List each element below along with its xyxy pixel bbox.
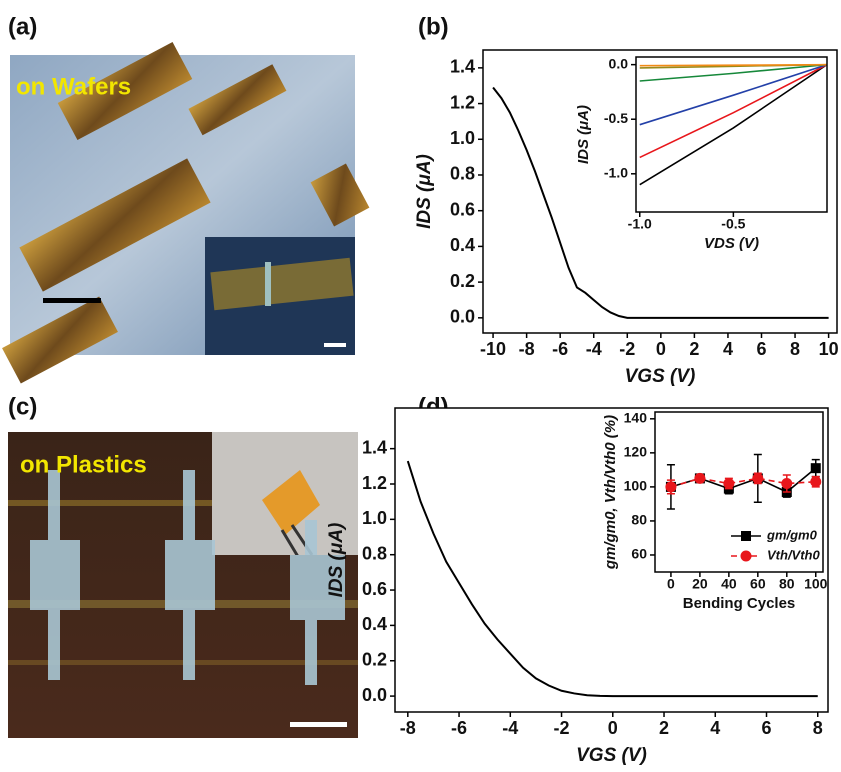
x-tick-label: 100 xyxy=(804,576,828,592)
photo-caption: on Wafers xyxy=(16,73,131,100)
y-tick-label: 0.6 xyxy=(450,199,475,219)
x-tick-label: 0 xyxy=(667,576,675,592)
x-axis-label: VGS (V) xyxy=(625,366,696,387)
y-tick-label: -0.5 xyxy=(604,110,628,126)
legend-label: Vth/Vth0 xyxy=(767,547,820,562)
y-tick-label: 120 xyxy=(624,444,648,460)
x-tick-label: -8 xyxy=(400,718,416,738)
panel-label: (a) xyxy=(8,13,37,40)
x-tick-label: 80 xyxy=(779,576,795,592)
x-tick-label: -10 xyxy=(480,339,506,359)
y-tick-label: 0.8 xyxy=(450,164,475,184)
x-tick-label: 4 xyxy=(710,718,720,738)
y-tick-label: 1.2 xyxy=(362,473,387,493)
x-tick-label: 0 xyxy=(608,718,618,738)
legend-label: gm/gm0 xyxy=(766,527,818,542)
x-tick-label: -0.5 xyxy=(721,216,745,232)
marker xyxy=(694,473,705,484)
y-tick-label: 1.0 xyxy=(450,128,475,148)
x-tick-label: 8 xyxy=(813,718,823,738)
y-tick-label: 0.0 xyxy=(609,55,629,71)
panel-label: (c) xyxy=(8,393,37,420)
x-tick-label: 40 xyxy=(721,576,737,592)
x-tick-label: 10 xyxy=(819,339,839,359)
marker xyxy=(665,481,676,492)
x-axis-label: VDS (V) xyxy=(704,235,759,252)
x-tick-label: -1.0 xyxy=(628,216,652,232)
x-tick-label: 2 xyxy=(689,339,699,359)
y-tick-label: 0.0 xyxy=(362,685,387,705)
x-tick-label: -8 xyxy=(519,339,535,359)
x-tick-label: -6 xyxy=(552,339,568,359)
x-tick-label: 8 xyxy=(790,339,800,359)
legend-marker xyxy=(741,531,751,541)
x-tick-label: 20 xyxy=(692,576,708,592)
plot-area xyxy=(636,57,827,212)
y-tick-label: 0.2 xyxy=(362,649,387,669)
figure: on Wafers on Plastics (a) (b) (c) (d) -1… xyxy=(0,0,841,772)
x-tick-label: 0 xyxy=(656,339,666,359)
y-tick-label: -1.0 xyxy=(604,164,628,180)
y-tick-label: 0.4 xyxy=(362,614,387,634)
marker xyxy=(781,478,792,489)
x-tick-label: 6 xyxy=(756,339,766,359)
y-tick-label: 1.4 xyxy=(450,57,475,77)
x-tick-label: 2 xyxy=(659,718,669,738)
x-tick-label: -4 xyxy=(586,339,602,359)
y-tick-label: 1.0 xyxy=(362,508,387,528)
x-axis-label: VGS (V) xyxy=(576,745,647,766)
x-tick-label: -6 xyxy=(451,718,467,738)
y-axis-label: gm/gm0, Vth/Vth0 (%) xyxy=(602,415,619,570)
y-tick-label: 0.0 xyxy=(450,307,475,327)
y-axis-label: IDS (μA) xyxy=(326,523,347,598)
panel-label: (b) xyxy=(418,13,449,40)
x-tick-label: -2 xyxy=(619,339,635,359)
x-tick-label: -2 xyxy=(554,718,570,738)
marker xyxy=(810,476,821,487)
y-axis-label: IDS (μA) xyxy=(414,154,435,229)
marker xyxy=(811,463,821,473)
x-tick-label: 60 xyxy=(750,576,766,592)
series-line xyxy=(640,65,827,66)
x-tick-label: -4 xyxy=(502,718,518,738)
y-tick-label: 140 xyxy=(624,410,648,426)
photo-caption: on Plastics xyxy=(20,451,147,478)
y-tick-label: 1.4 xyxy=(362,437,387,457)
y-tick-label: 60 xyxy=(631,546,647,562)
marker xyxy=(752,473,763,484)
y-tick-label: 0.8 xyxy=(362,543,387,563)
x-tick-label: 4 xyxy=(723,339,733,359)
y-tick-label: 80 xyxy=(631,512,647,528)
y-tick-label: 0.2 xyxy=(450,271,475,291)
y-axis-label: IDS (μA) xyxy=(575,105,592,164)
x-axis-label: Bending Cycles xyxy=(683,595,796,612)
legend-marker xyxy=(741,551,752,562)
photo-wafer: on Wafers xyxy=(2,42,369,384)
marker xyxy=(723,478,734,489)
y-tick-label: 0.4 xyxy=(450,235,475,255)
x-tick-label: 6 xyxy=(762,718,772,738)
y-tick-label: 100 xyxy=(624,478,648,494)
photo-plastic: on Plastics xyxy=(8,432,358,738)
y-tick-label: 0.6 xyxy=(362,579,387,599)
y-tick-label: 1.2 xyxy=(450,92,475,112)
